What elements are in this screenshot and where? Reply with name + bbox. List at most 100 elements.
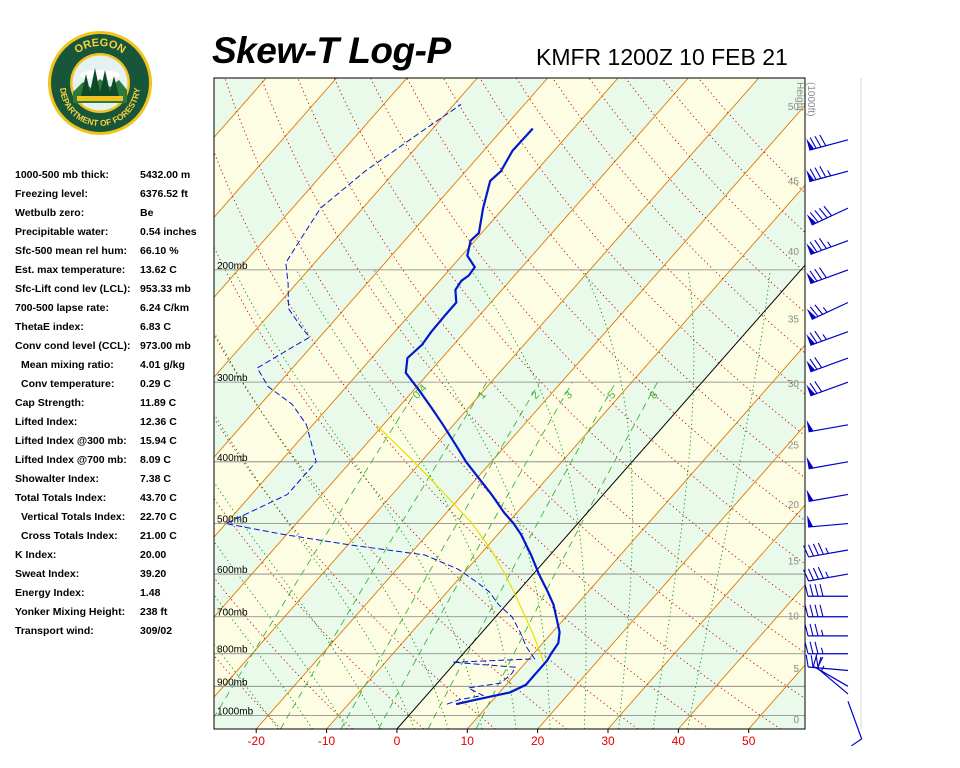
wind-barb-full-feather	[804, 584, 809, 597]
temperature-tick-label: 20	[531, 734, 545, 748]
logo-top-text: OREGON	[72, 37, 127, 56]
wind-barb-full-feather	[819, 604, 824, 617]
wind-barb-full-feather	[814, 210, 824, 221]
temperature-tick-label: 50	[742, 734, 756, 748]
wind-barb	[805, 654, 849, 672]
wind-barb-full-feather	[823, 205, 833, 217]
isotherm-line	[255, 104, 805, 729]
wind-barb-full-feather	[809, 212, 819, 223]
isotherm-band	[214, 78, 805, 729]
wind-barb-pennant	[806, 308, 817, 320]
moist-adiabat	[233, 269, 483, 729]
index-value: 1.48	[140, 587, 161, 599]
height-axis-title: Height(1000ft)	[794, 82, 816, 116]
wind-barb-staff	[813, 665, 849, 687]
wind-barb-full-feather	[807, 544, 815, 557]
wind-barb-staff	[808, 493, 849, 502]
index-label: Showalter Index:	[15, 473, 100, 485]
index-row: Wetbulb zero: Be	[15, 207, 210, 226]
isobar-label: 800mb	[217, 645, 248, 656]
isobar-label: 400mb	[217, 453, 248, 464]
mixing-ratio-line	[378, 381, 573, 729]
wind-barb-pennant	[806, 214, 817, 226]
wind-barb	[806, 456, 849, 470]
isotherm-line	[214, 78, 408, 298]
index-row: Conv cond level (CCL): 973.00 mb	[15, 340, 210, 359]
wind-barb-full-feather	[809, 241, 818, 253]
index-label: Conv temperature:	[21, 378, 115, 390]
wind-barb-staff	[808, 461, 849, 470]
height-tick-label: 5	[793, 664, 799, 675]
mixing-ratio-lines	[214, 381, 658, 729]
index-row: Energy Index: 1.48	[15, 587, 210, 606]
index-row: Freezing level: 6376.52 ft	[15, 188, 210, 207]
index-label: Conv cond level (CCL):	[15, 340, 131, 352]
wind-barb-full-feather	[809, 358, 818, 370]
mixing-ratio-line	[475, 381, 658, 729]
station-time-label: KMFR 1200Z 10 FEB 21	[536, 44, 788, 70]
wind-barb-pennant	[806, 334, 816, 346]
wind-barb-full-feather	[810, 655, 814, 668]
isotherm-line	[819, 78, 960, 729]
index-row: Conv temperature: 0.29 C	[15, 378, 210, 397]
wind-barb-full-feather	[809, 641, 814, 654]
index-label: Lifted Index @700 mb:	[15, 454, 127, 466]
wind-barb-full-feather	[851, 738, 862, 747]
wind-barb-full-feather	[809, 270, 818, 282]
isotherm-line	[466, 344, 805, 729]
dry-adiabat	[214, 333, 567, 729]
wind-barb-staff	[808, 666, 849, 672]
wind-barb-full-feather	[817, 566, 824, 579]
index-value: 973.00 mb	[140, 340, 191, 352]
index-value: 309/02	[140, 625, 173, 637]
wind-barb-full-feather	[809, 332, 818, 344]
wind-barb-full-feather	[809, 382, 818, 394]
index-row: 700-500 lapse rate: 6.24 C/km	[15, 302, 210, 321]
index-value: 39.20	[140, 568, 167, 580]
wind-barb-full-feather	[817, 542, 824, 555]
moist-adiabat	[296, 269, 517, 729]
index-row: Lifted Index: 12.36 C	[15, 416, 210, 435]
height-tick-label: 0	[793, 715, 799, 726]
wind-barb-pennant	[807, 515, 814, 528]
wind-barb-full-feather	[814, 357, 823, 368]
wind-barb	[806, 357, 849, 373]
wind-barb-full-feather	[815, 655, 819, 668]
index-value: 12.36 C	[140, 416, 177, 428]
temperature-axis: -20 -10 0 10 20 30 40 50	[248, 729, 756, 748]
index-row: ThetaE index: 6.83 C	[15, 321, 210, 340]
wind-barb	[804, 623, 848, 637]
temperature-tick-label: 30	[601, 734, 615, 748]
wind-barb	[806, 381, 849, 397]
isobar-label: 200mb	[217, 261, 248, 272]
wind-barb-full-feather	[814, 135, 822, 148]
wind-barb-pennant	[806, 360, 816, 372]
wind-barb-full-feather	[804, 604, 809, 617]
wind-barb-full-feather	[814, 381, 823, 393]
index-value: 8.09 C	[140, 454, 171, 466]
temperature-tick-label: -10	[318, 734, 336, 748]
index-row: Lifted Index @700 mb: 8.09 C	[15, 454, 210, 473]
wind-barb	[806, 205, 849, 226]
isotherm-band	[0, 78, 196, 729]
temperature-tick-label: 10	[461, 734, 475, 748]
wind-barb-pennant	[806, 489, 814, 502]
wind-barb-pennant	[806, 419, 814, 432]
plot-frame	[213, 77, 806, 730]
index-row: Transport wind: 309/02	[15, 625, 210, 644]
index-row: Precipitable water: 0.54 inches	[15, 226, 210, 245]
dry-adiabat	[214, 417, 496, 729]
wind-barb	[806, 134, 849, 151]
isotherm-band	[819, 78, 960, 729]
isobar-label: 600mb	[217, 565, 248, 576]
wind-barb-half-feather	[822, 334, 827, 340]
moist-adiabats	[214, 269, 771, 729]
isotherm-line	[607, 504, 805, 729]
index-row: Sfc-500 mean rel hum: 66.10 %	[15, 245, 210, 264]
isotherm-line	[678, 584, 805, 729]
index-label: Lifted Index @300 mb:	[15, 435, 127, 447]
isotherm-line	[0, 78, 55, 729]
wind-barb	[806, 267, 849, 285]
index-value: 953.33 mb	[140, 283, 191, 295]
